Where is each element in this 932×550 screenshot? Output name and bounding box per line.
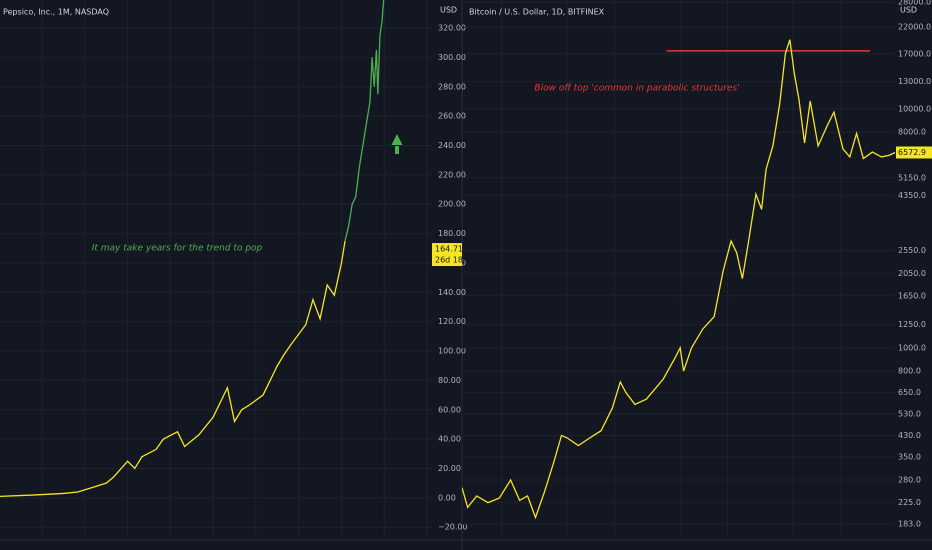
y-tick-label: 220.00	[438, 170, 466, 179]
price-line	[462, 39, 895, 520]
y-tick-label: 28000.0	[898, 0, 931, 7]
x-tick-label: 2029	[374, 542, 394, 550]
price-label: 6572.9	[898, 148, 926, 157]
x-tick-label: 2035	[417, 542, 437, 550]
unit-label: USD	[900, 6, 917, 15]
x-tick-label: Jun	[720, 542, 734, 550]
y-tick-label: 20.00	[438, 464, 461, 473]
y-tick-label: 1000.0	[898, 343, 926, 352]
y-tick-label: 4350.0	[898, 191, 926, 200]
arrow-up	[391, 134, 403, 154]
x-tick-label: Jun	[833, 542, 847, 550]
y-tick-label: 140.00	[438, 288, 466, 297]
chart-title: Bitcoin / U.S. Dollar, 1D, BITFINEX	[469, 8, 605, 17]
x-tick-label: 2011	[246, 542, 266, 550]
y-tick-label: 240.00	[438, 141, 466, 150]
plot-area	[462, 0, 895, 540]
y-tick-label: 2550.0	[898, 246, 926, 255]
y-tick-label: 17000.0	[898, 49, 931, 58]
price-label: 164.71	[435, 245, 463, 254]
y-tick-label: 1650.0	[898, 291, 926, 300]
y-tick-label: 120.00	[438, 317, 466, 326]
y-tick-label: 800.0	[898, 367, 921, 376]
y-tick-label: 300.00	[438, 53, 466, 62]
x-tick-label: 2005	[203, 542, 223, 550]
y-tick-label: −20.00	[438, 523, 468, 532]
x-tick-label: 2017	[289, 542, 309, 550]
y-tick-label: 0.00	[438, 493, 456, 502]
y-tick-label: 200.00	[438, 200, 466, 209]
price-badge	[432, 243, 462, 267]
y-tick-label: 650.0	[898, 388, 921, 397]
y-tick-label: 5150.0	[898, 173, 926, 182]
x-tick-label: 1999	[160, 542, 180, 550]
chart-title: Pepsico, Inc., 1M, NASDAQ	[3, 8, 109, 17]
y-tick-label: 225.0	[898, 498, 921, 507]
price-line	[344, 0, 385, 242]
annotation: Blow off top 'common in parabolic struct…	[534, 84, 739, 94]
y-tick-label: 280.00	[438, 82, 466, 91]
y-tick-label: 1250.0	[898, 320, 926, 329]
y-tick-label: 40.00	[438, 435, 461, 444]
countdown-label: 26d 18h	[435, 256, 468, 265]
y-tick-label: 60.00	[438, 405, 461, 414]
y-tick-label: 350.0	[898, 452, 921, 461]
y-tick-label: 530.0	[898, 409, 921, 418]
y-tick-label: 10000.0	[898, 104, 931, 113]
y-tick-label: 8000.0	[898, 128, 926, 137]
y-tick-label: 430.0	[898, 431, 921, 440]
y-tick-label: 22000.0	[898, 23, 931, 32]
y-tick-label: 260.00	[438, 112, 466, 121]
y-tick-label: 320.00	[438, 24, 466, 33]
y-tick-label: 13000.0	[898, 77, 931, 86]
x-tick-label: 1975	[0, 542, 9, 550]
x-tick-label: 1993	[117, 542, 137, 550]
y-tick-label: 180.00	[438, 229, 466, 238]
annotation: It may take years for the trend to pop	[92, 244, 263, 254]
unit-label: USD	[440, 6, 457, 15]
y-tick-label: 100.00	[438, 347, 466, 356]
x-tick-label: 2017	[670, 542, 690, 550]
x-tick-label: 1987	[75, 542, 95, 550]
x-tick-label: Jun	[607, 542, 621, 550]
x-tick-label: 2018	[783, 542, 803, 550]
y-tick-label: 183.0	[898, 520, 921, 529]
y-tick-label: 280.0	[898, 475, 921, 484]
x-tick-label: 2023	[331, 542, 351, 550]
y-tick-label: 80.00	[438, 376, 461, 385]
x-tick-label: 2016	[557, 542, 577, 550]
x-tick-label: 1981	[32, 542, 52, 550]
y-tick-label: 2050.0	[898, 269, 926, 278]
plot-area	[0, 0, 432, 540]
price-line	[0, 240, 346, 498]
price-badge	[896, 146, 932, 159]
x-tick-label: Jun	[494, 542, 508, 550]
